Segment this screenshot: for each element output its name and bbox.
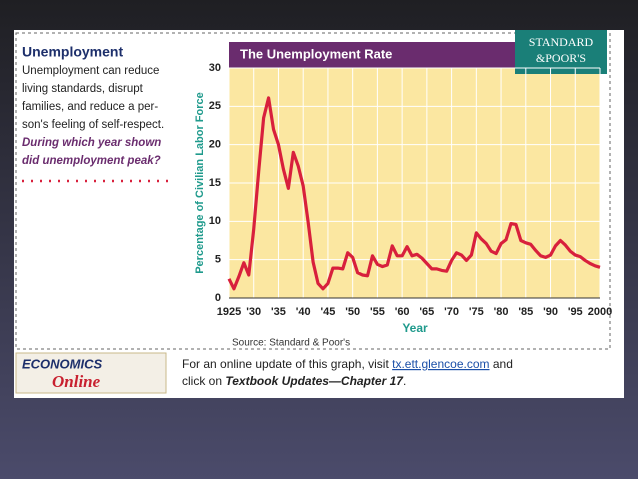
logo-text: &POOR'S	[536, 51, 586, 65]
plot: 0 5 10 15 20 25 30 1925 '30 '35 '40 '45 '50 '55 '60 '65…	[209, 62, 612, 318]
x-axis-label: Year	[402, 321, 428, 335]
banner-text: and	[490, 357, 513, 371]
x-tick-label: '90	[543, 306, 558, 318]
logo-word: Online	[52, 372, 101, 391]
sidebar-text: living standards, disrupt	[22, 83, 144, 95]
sidebar-text: Unemployment can reduce	[22, 65, 159, 77]
sidebar-text: son's feeling of self-respect.	[22, 119, 164, 131]
y-tick-label: 25	[209, 100, 221, 112]
x-tick-label: '95	[568, 306, 583, 318]
sidebar-text: families, and reduce a per-	[22, 101, 158, 113]
source: Source: Standard & Poor's	[232, 338, 350, 349]
sidebar-question: During which year shown	[22, 137, 161, 149]
x-tick-label: '75	[469, 306, 484, 318]
y-tick-label: 20	[209, 139, 221, 151]
y-tick-label: 10	[209, 215, 221, 227]
x-tick-label: '60	[395, 306, 410, 318]
banner-text: click on	[182, 374, 225, 388]
y-tick-label: 5	[215, 254, 221, 266]
banner-line: For an online update of this graph, visi…	[182, 357, 513, 371]
y-tick-label: 15	[209, 177, 221, 189]
banner-line: click on Textbook Updates—Chapter 17.	[182, 374, 406, 388]
chart-title: The Unemployment Rate	[240, 46, 392, 61]
banner-text: .	[403, 374, 406, 388]
y-tick-label: 30	[209, 62, 221, 74]
data-line	[227, 96, 601, 291]
y-tick-label: 0	[215, 292, 221, 304]
economics-online-logo	[15, 352, 167, 394]
x-tick-label: '70	[444, 306, 459, 318]
banner-text: For an online update of this graph, visi…	[182, 357, 392, 371]
y-axis-label: Percentage of Civilian Labor Force	[194, 92, 206, 274]
banner-link[interactable]: tx.ett.glencoe.com	[392, 357, 489, 371]
x-tick-label: '85	[518, 306, 533, 318]
logo-text: STANDARD	[529, 35, 594, 49]
x-tick-label: '65	[419, 306, 434, 318]
x-tick-label: 1925	[217, 306, 241, 318]
logo-word: ECONOMICS	[22, 356, 103, 371]
x-tick-label: '30	[246, 306, 261, 318]
sidebar-heading: Unemployment	[22, 44, 123, 60]
x-tick-label: '55	[370, 306, 385, 318]
sidebar-question: did unemployment peak?	[22, 155, 161, 167]
x-tick-label: '80	[494, 306, 509, 318]
x-tick-label: 2000	[588, 306, 612, 318]
logo-box	[515, 30, 607, 74]
x-tick-label: '50	[345, 306, 360, 318]
banner-emphasis: Textbook Updates—Chapter 17	[225, 374, 404, 388]
selection-border	[15, 32, 611, 350]
x-tick-label: '45	[321, 306, 336, 318]
x-tick-label: '35	[271, 306, 286, 318]
x-tick-label: '40	[296, 306, 311, 318]
